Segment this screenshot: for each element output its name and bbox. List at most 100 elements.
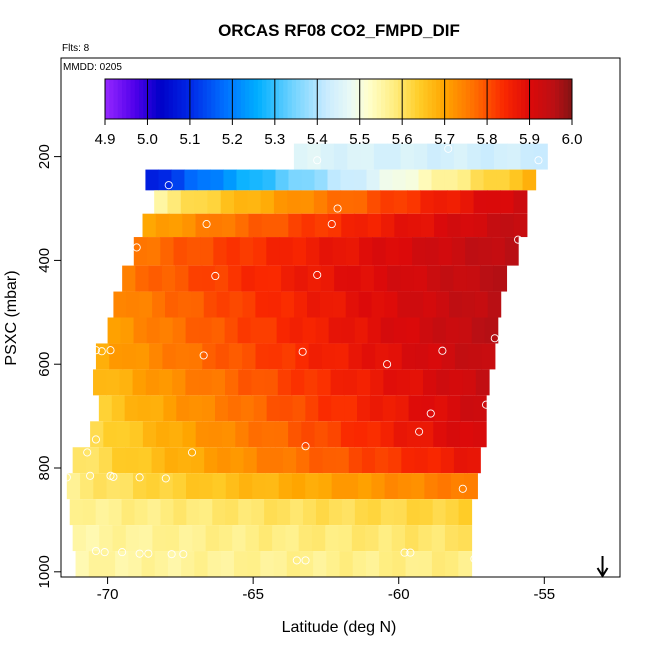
colorbar-segment [355,79,361,119]
sample-point [415,427,424,436]
heatmap-cell [172,317,187,344]
heatmap-cell [272,525,286,552]
colorbar-segment [504,79,509,119]
heatmap-cell [156,421,170,448]
colorbar-segment [168,79,174,119]
heatmap-cell [108,499,123,526]
heatmap-cell [393,317,408,344]
colorbar-segment [147,79,153,119]
heatmap-cell [146,473,161,500]
sample-point [482,400,491,409]
colorbar-segment [143,79,148,119]
colorbar-segment [240,79,246,119]
colorbar-segment [279,79,284,119]
heatmap-cell [380,317,395,344]
heatmap-cell [307,143,322,170]
heatmap-cell [119,369,134,396]
heatmap-cell [400,143,415,170]
colorbar-segment [321,79,327,119]
heatmap-cell [142,421,157,448]
heatmap-cell [462,369,477,396]
heatmap-cell [425,237,440,266]
heatmap-cell [192,525,207,552]
heatmap-cell [420,213,435,238]
heatmap-cell [440,447,455,474]
heatmap-cell [453,265,468,292]
heatmap-cell [115,551,129,577]
colorbar-segment [232,79,238,119]
heatmap-cell [184,169,199,191]
colorbar-segment [181,79,187,119]
heatmap-cell [343,369,358,396]
heatmap-cell [379,551,393,577]
heatmap-cell [367,190,382,214]
colorbar-segment [308,79,314,119]
heatmap-cell [315,499,330,526]
heatmap-cell [397,473,412,500]
heatmap-cell [266,237,281,266]
colorbar-segment [211,79,216,119]
heatmap-cell [228,343,243,370]
colorbar-tick-label: 4.9 [95,131,116,148]
heatmap-cell [491,237,506,266]
heatmap-cell [283,447,297,474]
heatmap-cell [451,237,466,266]
heatmap-cell [411,473,425,500]
heatmap-cell [121,499,136,526]
heatmap-cell [203,291,218,318]
heatmap-cell [522,169,537,191]
heatmap-cell [75,551,90,577]
heatmap-cell [198,317,213,344]
heatmap-cell [461,291,476,318]
colorbar-segment [206,79,212,119]
heatmap-cell [440,143,455,170]
heatmap-cell [122,265,136,292]
sample-point [301,556,310,565]
heatmap-cell [236,169,251,191]
heatmap-cell [112,525,127,552]
heatmap-cell [304,369,318,396]
heatmap-cell [198,369,213,396]
heatmap-cell [341,499,356,526]
heatmap-cell [225,499,239,526]
heatmap-cell [222,421,236,448]
colorbar-segment [105,79,110,119]
heatmap-cell [330,369,345,396]
heatmap-cell [239,237,254,266]
sample-point [132,243,141,252]
heatmap-cell [475,369,490,396]
colorbar-segment [274,79,280,119]
heatmap-cell [85,525,100,552]
heatmap-cell [413,143,428,170]
heatmap-cell [405,551,420,577]
heatmap-cell [263,317,278,344]
heatmap-cell [269,447,284,474]
heatmap-cell [116,421,131,448]
heatmap-cell [215,343,230,370]
heatmap-cell [314,421,329,448]
colorbar-segment [521,79,526,119]
heatmap-cell [194,190,209,214]
heatmap-cell [434,213,448,238]
heatmap-cell [473,190,488,214]
colorbar-segment [219,79,225,119]
heatmap-cell [237,317,252,344]
colorbar-segment [330,79,335,119]
heatmap-cell [139,525,154,552]
heatmap-cell [291,473,306,500]
heatmap-cell [165,291,179,318]
heatmap-cell [375,343,390,370]
colorbar-segment [291,79,297,119]
heatmap-cell [235,421,250,448]
heatmap-cell [345,291,360,318]
heatmap-cell [307,265,322,292]
colorbar-segment [410,79,416,119]
sample-point [91,346,100,355]
heatmap-cell [172,473,187,500]
heatmap-cell [238,369,253,396]
heatmap-cell [354,317,369,344]
heatmap-cell [344,473,359,500]
heatmap-cell [292,395,306,422]
heatmap-cell [445,499,460,526]
colorbar-segment [550,79,556,119]
